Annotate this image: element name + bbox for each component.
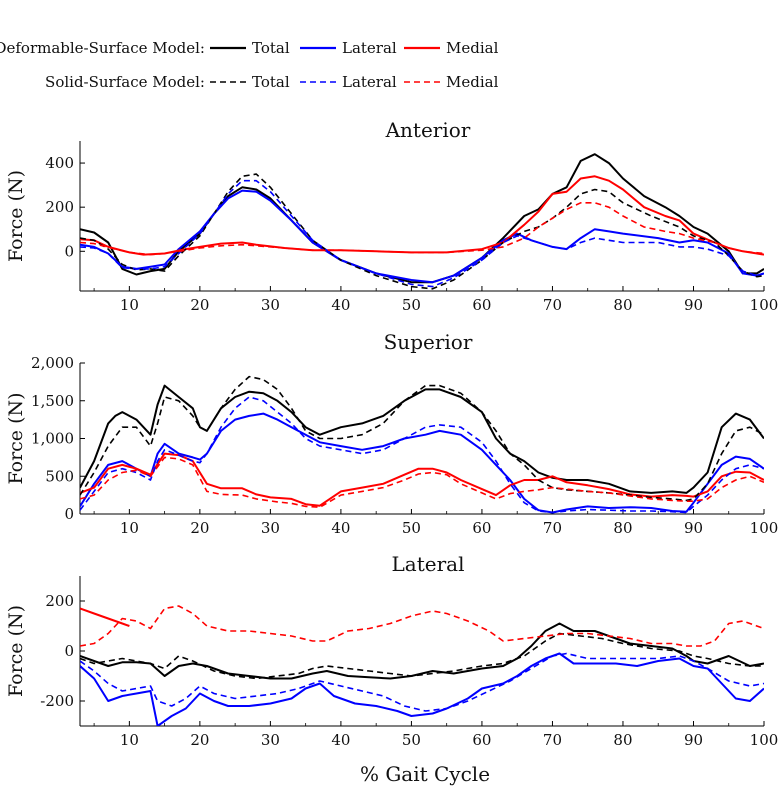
series-line-deformable-lateral: [80, 652, 764, 726]
legend-entry-medial: Medial: [446, 73, 499, 91]
x-tick-label: 40: [331, 731, 350, 749]
series-line-solid-surface-total: [80, 632, 764, 680]
y-tick-label: 0: [64, 642, 74, 660]
legend-entry-lateral: Lateral: [342, 73, 397, 91]
x-tick-label: 80: [613, 296, 632, 314]
x-tick-label: 30: [261, 296, 280, 314]
x-tick-label: 60: [472, 519, 491, 537]
x-tick-label: 20: [190, 731, 209, 749]
y-axis-label: Force (N): [5, 392, 27, 484]
legend-model-label: Deformable-Surface Model:: [0, 39, 205, 57]
x-tick-label: 20: [190, 519, 209, 537]
y-tick-label: 0: [64, 505, 74, 523]
series-line-solid-surface-lateral: [80, 396, 764, 514]
x-tick-label: 10: [120, 519, 139, 537]
y-tick-label: 2,000: [31, 354, 74, 372]
panel-anterior: Anterior 10 20 30 40 50 60 70 80 90 100 0 200 400 Forc…: [5, 118, 778, 314]
panel-lateral: Lateral 10 20 30 40 50 60 70 80 90 100 -200 0 200 Forc…: [5, 552, 778, 749]
series-group: [80, 153, 764, 290]
series-line-solid-surface-total: [80, 375, 764, 502]
series-line-solid-surface-total: [80, 173, 764, 290]
y-tick-label: 400: [45, 154, 74, 172]
legend-row-1: Deformable-Surface Model: Total Lateral Med…: [0, 39, 499, 57]
series-line-deformable-total: [80, 622, 764, 680]
x-tick-label: 90: [684, 296, 703, 314]
panel-title: Lateral: [392, 552, 465, 576]
legend-entry-total: Total: [252, 39, 290, 57]
legend-entry-medial: Medial: [446, 39, 499, 57]
x-tick-label: 80: [613, 731, 632, 749]
panel-title: Anterior: [385, 118, 471, 142]
series-line-solid-surface-medial: [80, 456, 764, 508]
series-line-deformable-medial: [80, 607, 130, 627]
series-line-deformable-lateral: [80, 189, 764, 284]
x-tick-label: 100: [750, 519, 779, 537]
y-tick-label: 0: [64, 242, 74, 260]
x-tick-label: 100: [750, 731, 779, 749]
y-tick-label: 500: [45, 467, 74, 485]
x-tick-label: 10: [120, 296, 139, 314]
x-tick-label: 90: [684, 519, 703, 537]
x-tick-label: 30: [261, 519, 280, 537]
x-tick-label: 60: [472, 296, 491, 314]
x-tick-label: 30: [261, 731, 280, 749]
panel-superior: Superior 10 20 30 40 50 60 70 80 90 100 0 500 1,000 1,…: [5, 330, 778, 537]
x-tick-label: 50: [402, 519, 421, 537]
series-line-deformable-lateral: [80, 412, 764, 514]
x-axis-label: % Gait Cycle: [360, 762, 490, 786]
legend-entry-total: Total: [252, 73, 290, 91]
x-tick-label: 20: [190, 296, 209, 314]
panel-title: Superior: [384, 330, 473, 354]
legend-model-label: Solid-Surface Model:: [45, 73, 205, 91]
series-line-solid-surface-lateral: [80, 179, 764, 288]
y-axis-label: Force (N): [5, 170, 27, 262]
series-line-solid-surface-medial: [80, 605, 764, 647]
series-group: [80, 375, 764, 514]
x-tick-label: 70: [543, 731, 562, 749]
x-tick-label: 40: [331, 296, 350, 314]
series-line-solid-surface-lateral: [80, 652, 764, 712]
legend: Deformable-Surface Model: Total Lateral Med…: [0, 39, 499, 91]
y-tick-label: 1,500: [31, 392, 74, 410]
legend-row-2: Solid-Surface Model: Total Lateral Medial: [45, 73, 499, 91]
series-line-deformable-total: [80, 384, 764, 494]
x-tick-label: 80: [613, 519, 632, 537]
x-tick-label: 90: [684, 731, 703, 749]
x-tick-label: 100: [750, 296, 779, 314]
x-tick-label: 60: [472, 731, 491, 749]
x-tick-label: 50: [402, 296, 421, 314]
series-line-deformable-total: [80, 153, 764, 284]
x-tick-label: 40: [331, 519, 350, 537]
x-tick-label: 70: [543, 296, 562, 314]
y-tick-label: 200: [45, 592, 74, 610]
y-tick-label: -200: [40, 692, 74, 710]
x-tick-label: 70: [543, 519, 562, 537]
x-tick-label: 10: [120, 731, 139, 749]
series-group: [80, 605, 764, 726]
legend-entry-lateral: Lateral: [342, 39, 397, 57]
y-axis-label: Force (N): [5, 605, 27, 697]
series-line-solid-surface-medial: [80, 202, 764, 256]
x-tick-label: 50: [402, 731, 421, 749]
y-tick-label: 1,000: [31, 430, 74, 448]
y-tick-label: 200: [45, 198, 74, 216]
